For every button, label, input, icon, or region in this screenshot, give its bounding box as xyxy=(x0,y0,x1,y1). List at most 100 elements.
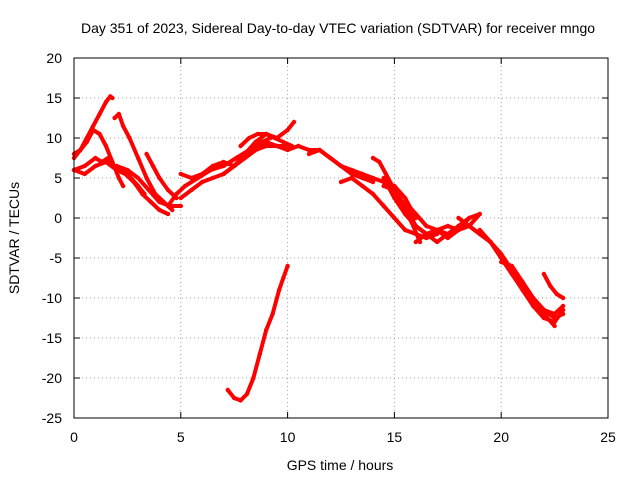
data-point xyxy=(103,143,109,149)
plot-frame xyxy=(73,57,609,419)
data-point xyxy=(257,351,262,357)
data-point xyxy=(285,147,290,153)
data-point xyxy=(178,203,183,209)
data-point xyxy=(552,311,557,317)
data-point xyxy=(264,131,269,137)
data-point xyxy=(552,319,557,325)
data-point xyxy=(467,223,472,229)
x-tick-label: 15 xyxy=(387,429,403,445)
data-point xyxy=(499,255,504,261)
data-point xyxy=(509,263,515,269)
x-tick-label: 10 xyxy=(280,429,296,445)
data-point xyxy=(467,215,472,221)
data-point xyxy=(93,155,98,161)
data-point xyxy=(135,175,141,181)
data-point xyxy=(189,187,194,193)
data-point xyxy=(291,119,297,125)
data-point xyxy=(127,135,132,141)
data-point xyxy=(306,151,312,157)
data-point xyxy=(349,175,354,181)
data-point xyxy=(392,195,397,201)
data-point xyxy=(560,295,566,301)
data-point xyxy=(253,147,258,153)
data-point xyxy=(120,123,126,129)
data-point xyxy=(178,195,183,201)
data-point xyxy=(402,199,408,205)
data-point xyxy=(135,155,141,161)
data-point xyxy=(157,175,162,181)
data-point xyxy=(548,283,553,289)
data-point xyxy=(84,139,90,145)
data-point xyxy=(338,179,344,185)
data-point xyxy=(381,175,386,181)
series-line xyxy=(166,136,273,208)
series-pass-d xyxy=(71,155,171,217)
data-point xyxy=(520,279,525,285)
data-point xyxy=(114,163,119,169)
data-point xyxy=(221,163,226,169)
data-point xyxy=(144,151,149,157)
data-point xyxy=(120,183,126,189)
data-point xyxy=(210,175,215,181)
data-point xyxy=(116,111,122,117)
data-point xyxy=(150,163,156,169)
data-point xyxy=(97,111,102,117)
data-point xyxy=(370,175,376,181)
data-point xyxy=(281,275,286,281)
data-point xyxy=(264,143,269,149)
data-point xyxy=(445,235,450,241)
y-tick-label: -5 xyxy=(50,250,63,266)
data-point xyxy=(349,171,354,177)
data-point xyxy=(360,183,365,189)
y-axis-label: SDTVAR / TECUs xyxy=(6,182,22,294)
series-line xyxy=(541,272,566,300)
y-tick-label: 15 xyxy=(46,90,62,106)
data-point xyxy=(402,227,408,233)
data-point xyxy=(296,143,301,149)
x-tick-label: 20 xyxy=(493,429,509,445)
series-pass-b xyxy=(71,127,126,189)
data-point xyxy=(253,139,258,145)
data-point xyxy=(520,287,525,293)
data-point xyxy=(146,187,151,193)
data-point xyxy=(402,195,408,201)
grid-layer xyxy=(74,58,608,418)
data-point xyxy=(174,191,179,197)
data-point xyxy=(189,175,194,181)
data-point xyxy=(247,135,252,141)
series-pass-y xyxy=(541,271,566,301)
data-point xyxy=(221,171,226,177)
data-point xyxy=(509,271,515,277)
data-point xyxy=(381,203,386,209)
data-point xyxy=(370,155,376,161)
data-point xyxy=(456,215,461,221)
data-point xyxy=(285,263,290,269)
data-point xyxy=(170,207,175,213)
data-point xyxy=(488,239,493,245)
data-point xyxy=(221,159,226,165)
data-point xyxy=(531,303,536,309)
data-point xyxy=(165,211,171,217)
data-point xyxy=(110,95,115,101)
data-point xyxy=(349,167,354,173)
series-line xyxy=(221,120,296,176)
data-point xyxy=(434,227,440,233)
data-point xyxy=(114,167,119,173)
data-point xyxy=(276,287,282,293)
data-point xyxy=(140,191,145,197)
x-tick-label: 0 xyxy=(70,429,78,445)
data-point xyxy=(82,163,87,169)
data-point xyxy=(82,171,87,177)
data-point xyxy=(560,303,566,309)
y-tick-label: -10 xyxy=(42,290,62,306)
data-point xyxy=(477,227,482,233)
data-point xyxy=(381,183,386,189)
data-point xyxy=(99,159,105,165)
data-point xyxy=(360,175,365,181)
data-point xyxy=(541,271,547,277)
data-point xyxy=(317,147,322,153)
series-line xyxy=(381,176,461,240)
data-point xyxy=(232,395,237,401)
data-point xyxy=(377,159,382,165)
